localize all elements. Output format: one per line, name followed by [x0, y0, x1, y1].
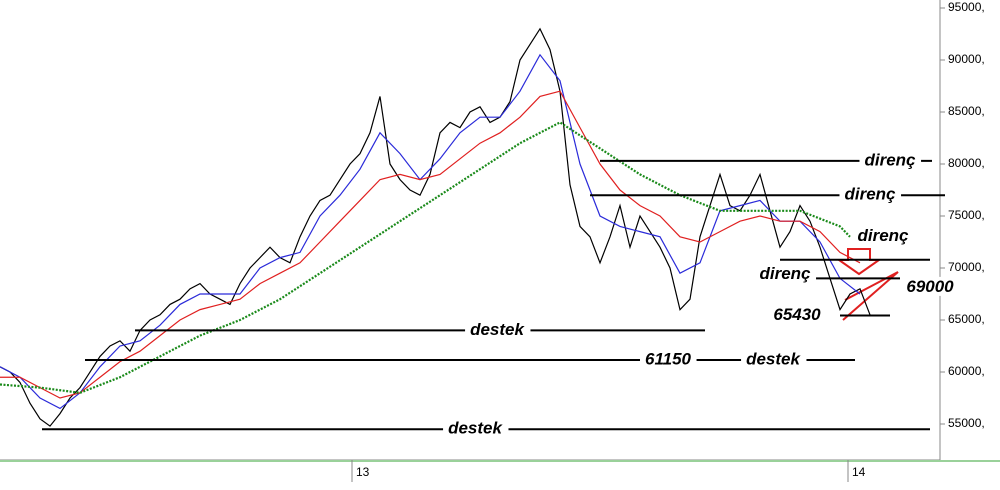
level-label-bg: [741, 349, 807, 369]
price-line: [0, 53, 861, 410]
y-tick-label: 70000,: [948, 260, 985, 274]
y-tick-label: 95000,: [948, 0, 985, 14]
y-tick-label: 85000,: [948, 104, 985, 118]
level-label-bg: [754, 263, 817, 283]
plot: 95000, 90000, 85000, 80000, 75000, 70000, 6500…: [0, 0, 985, 482]
y-tick-label: 75000,: [948, 208, 985, 222]
level-value-bg: [901, 276, 960, 296]
level-label-bg: [443, 418, 509, 438]
price-line: [0, 121, 851, 394]
level-label: direnç: [857, 226, 909, 245]
level-value: 61150: [645, 350, 692, 369]
level-label: direnç: [864, 150, 916, 169]
triangle-pattern: [842, 271, 899, 321]
level-label: direnç: [844, 185, 896, 204]
level-label: destek: [470, 320, 525, 339]
price-line: [0, 90, 861, 399]
x-tick-label: 13: [356, 465, 370, 479]
y-tick-label: 65000,: [948, 312, 985, 326]
price-line: [0, 27, 871, 427]
y-tick-label: 60000,: [948, 364, 985, 378]
level-label-bg: [852, 226, 915, 246]
level-label-bg: [465, 319, 531, 339]
level-value-bg: [639, 349, 697, 369]
level-label-bg: [859, 150, 922, 170]
level-label: destek: [448, 419, 503, 438]
level-label: destek: [746, 350, 801, 369]
y-tick-label: 90000,: [948, 52, 985, 66]
level-label: direnç: [759, 264, 811, 283]
x-tick-label: 14: [852, 465, 866, 479]
level-value: 69000: [906, 277, 954, 296]
y-tick-label: 55000,: [948, 416, 985, 430]
level-value: 65430: [773, 305, 821, 324]
level-label-bg: [839, 184, 902, 204]
level-value-bg: [768, 305, 827, 325]
y-tick-label: 80000,: [948, 156, 985, 170]
